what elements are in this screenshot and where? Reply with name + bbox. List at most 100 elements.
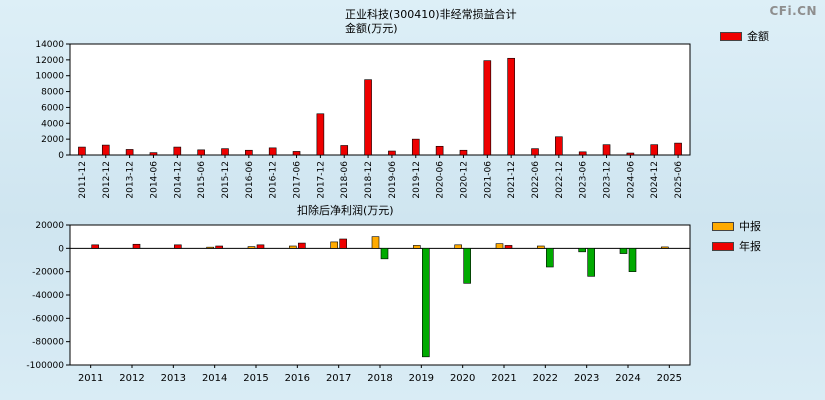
x-axis-label: 2011 <box>78 373 103 384</box>
bar-中报-2017 <box>330 241 338 249</box>
x-axis-label: 2019-12 <box>412 161 422 199</box>
x-axis-label: 2017 <box>326 373 351 384</box>
y-axis-tick-label: 0 <box>58 244 64 254</box>
x-axis-label: 2013 <box>161 373 186 384</box>
y-axis-tick-label: -80000 <box>32 338 64 348</box>
annual-legend-label: 年报 <box>739 240 761 253</box>
bar-中报-2014 <box>206 246 214 249</box>
bar-年报-2017 <box>339 238 347 249</box>
nonrecurring-pl-bar-chart: 14000 12000 10000 8000 6000 4000 2000 0 2011-12 2… <box>35 40 691 199</box>
y-axis-tick-label: 6000 <box>41 103 64 113</box>
x-axis-label: 2018 <box>367 373 392 384</box>
x-axis-label: 2021-06 <box>483 161 493 199</box>
bar-年报-2016 <box>298 242 306 249</box>
bar-金额-2020-06 <box>435 145 444 156</box>
x-axis-label: 2019-06 <box>388 161 398 199</box>
plot-area <box>69 224 691 366</box>
bar-金额-2021-06 <box>483 60 492 156</box>
amount-legend-label: 金额 <box>747 30 769 43</box>
legend-row-amount: 金额 <box>720 28 769 44</box>
plot-area <box>69 43 691 156</box>
interim-legend-swatch <box>712 221 734 231</box>
y-axis-tick-label: -40000 <box>32 291 64 301</box>
deducted-net-profit-bar-chart: 20000 0 -20000 -40000 -60000 -80000 -100000 201… <box>26 221 691 384</box>
x-axis-label: 2016-12 <box>269 161 279 199</box>
bar-金额-2016-06 <box>245 149 253 156</box>
bar-金额-2015-06 <box>197 149 205 156</box>
bar-年报-2023 <box>587 248 595 277</box>
bar-年报-2022 <box>546 248 554 268</box>
x-axis-label: 2020-12 <box>459 161 469 199</box>
x-axis-label: 2025-06 <box>674 161 684 199</box>
y-axis-tick-label: 2000 <box>41 135 64 145</box>
bar-金额-2014-12 <box>173 146 182 156</box>
bar-中报-2025 <box>661 246 669 249</box>
x-axis-label: 2018-06 <box>340 161 350 199</box>
x-axis-label: 2018-12 <box>364 161 374 199</box>
x-axis-label: 2019 <box>409 373 434 384</box>
bar-金额-2023-12 <box>602 144 611 156</box>
bar-中报-2024 <box>619 248 628 254</box>
bar-金额-2019-12 <box>411 138 420 156</box>
y-axis-tick-label: 14000 <box>35 40 64 50</box>
legend-row-annual: 年报 <box>712 238 761 254</box>
bar-金额-2023-06 <box>578 151 587 156</box>
x-axis-label: 2022-06 <box>531 161 541 199</box>
bar-金额-2017-06 <box>292 151 301 156</box>
bar-中报-2015 <box>247 246 256 249</box>
bar-金额-2024-06 <box>626 152 635 156</box>
bar-金额-2014-06 <box>149 152 158 156</box>
top-chart-legend: 金额 <box>720 28 769 48</box>
top-chart-title-line2: 金额(万元) <box>345 22 398 35</box>
top-chart-title-line1: 正业科技(300410)非经常损益合计 <box>345 8 517 21</box>
x-axis-label: 2014 <box>202 373 227 384</box>
bar-年报-2018 <box>380 248 389 260</box>
x-axis-label: 2015-12 <box>221 161 231 199</box>
x-axis-label: 2025 <box>657 373 682 384</box>
y-axis-tick-label: 0 <box>58 151 64 161</box>
x-axis-label: 2020 <box>450 373 475 384</box>
x-axis-label: 2012 <box>119 373 144 384</box>
bar-金额-2018-06 <box>340 145 349 156</box>
bar-中报-2021 <box>495 243 504 249</box>
x-axis-label: 2013-12 <box>126 161 136 199</box>
bar-年报-2019 <box>422 248 430 358</box>
x-axis-label: 2022 <box>533 373 558 384</box>
bottom-chart-legend: 中报 年报 <box>712 218 761 258</box>
bottom-chart-title: 扣除后净利润(万元) <box>297 204 394 217</box>
bar-年报-2020 <box>463 248 471 284</box>
top-chart-title: 正业科技(300410)非经常损益合计 金额(万元) <box>345 8 517 36</box>
x-axis-label: 2022-12 <box>555 161 565 199</box>
y-axis-tick-label: 20000 <box>35 221 64 231</box>
bar-金额-2022-12 <box>555 136 563 156</box>
y-axis-tick-label: 4000 <box>41 119 64 129</box>
x-axis-label: 2017-06 <box>293 161 303 199</box>
annual-legend-swatch <box>712 241 734 251</box>
x-axis-label: 2020-06 <box>436 161 446 199</box>
x-axis-label: 2021-12 <box>507 161 517 199</box>
y-axis-tick-label: -60000 <box>32 314 64 324</box>
bar-年报-2013 <box>174 244 182 249</box>
x-axis-label: 2024-12 <box>650 161 660 199</box>
bar-金额-2015-12 <box>221 148 229 156</box>
legend-row-interim: 中报 <box>712 218 761 234</box>
x-axis-label: 2011-12 <box>78 161 88 199</box>
bar-年报-2024 <box>628 248 637 272</box>
bar-中报-2020 <box>454 244 462 249</box>
y-axis-tick-label: -100000 <box>26 361 64 371</box>
x-axis-label: 2023 <box>574 373 599 384</box>
x-axis-label: 2024 <box>615 373 640 384</box>
x-axis-label: 2023-12 <box>603 161 613 199</box>
bar-年报-2021 <box>504 245 513 249</box>
bar-金额-2017-12 <box>316 113 325 156</box>
bar-金额-2019-06 <box>388 150 396 156</box>
x-axis-label: 2024-06 <box>626 161 636 199</box>
x-axis-label: 2014-12 <box>173 161 183 199</box>
y-axis-tick-label: 8000 <box>41 88 64 98</box>
interim-legend-label: 中报 <box>739 220 761 233</box>
cfi-logo: CFi.CN <box>769 4 817 18</box>
y-axis-tick-label: 10000 <box>35 72 64 82</box>
x-axis-label: 2014-06 <box>149 161 159 199</box>
x-axis-label: 2015-06 <box>197 161 207 199</box>
